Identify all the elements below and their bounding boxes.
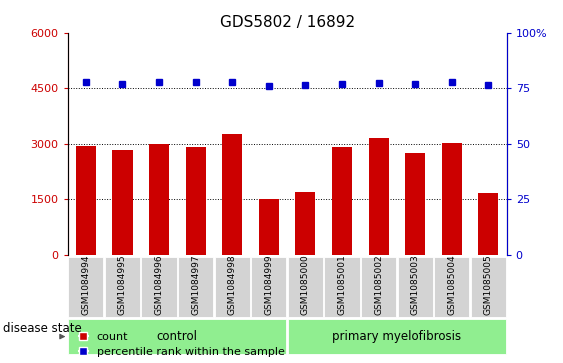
Text: GSM1084995: GSM1084995: [118, 255, 127, 315]
Text: disease state: disease state: [3, 322, 82, 335]
Bar: [186, 147, 205, 255]
Bar: [222, 134, 242, 255]
Bar: [259, 199, 279, 255]
Bar: [68, 257, 104, 317]
Bar: [442, 143, 462, 255]
Bar: [296, 192, 315, 255]
Bar: [105, 257, 140, 317]
Bar: [68, 319, 287, 354]
Bar: [405, 153, 425, 255]
Bar: [434, 257, 470, 317]
Bar: [369, 138, 388, 255]
Bar: [288, 319, 506, 354]
Text: GSM1085002: GSM1085002: [374, 255, 383, 315]
Bar: [288, 257, 323, 317]
Text: GSM1085003: GSM1085003: [411, 254, 419, 315]
Text: GSM1084997: GSM1084997: [191, 255, 200, 315]
Bar: [332, 147, 352, 255]
Text: GSM1085000: GSM1085000: [301, 254, 310, 315]
Text: GSM1084996: GSM1084996: [155, 255, 163, 315]
Bar: [361, 257, 396, 317]
Bar: [215, 257, 250, 317]
Bar: [479, 193, 498, 255]
Text: GSM1084998: GSM1084998: [228, 255, 236, 315]
Bar: [149, 144, 169, 255]
Bar: [141, 257, 177, 317]
Bar: [324, 257, 360, 317]
Bar: [178, 257, 213, 317]
Text: GSM1085001: GSM1085001: [338, 254, 346, 315]
Text: primary myelofibrosis: primary myelofibrosis: [332, 330, 462, 343]
Text: control: control: [157, 330, 198, 343]
Bar: [251, 257, 287, 317]
Text: GSM1085004: GSM1085004: [448, 255, 456, 315]
Text: GSM1084999: GSM1084999: [265, 255, 273, 315]
Bar: [113, 150, 132, 255]
Title: GDS5802 / 16892: GDS5802 / 16892: [220, 15, 355, 30]
Text: GSM1085005: GSM1085005: [484, 254, 493, 315]
Bar: [397, 257, 433, 317]
Text: GSM1084994: GSM1084994: [82, 255, 90, 315]
Bar: [76, 146, 96, 255]
Legend: count, percentile rank within the sample: count, percentile rank within the sample: [79, 332, 284, 358]
Bar: [471, 257, 506, 317]
